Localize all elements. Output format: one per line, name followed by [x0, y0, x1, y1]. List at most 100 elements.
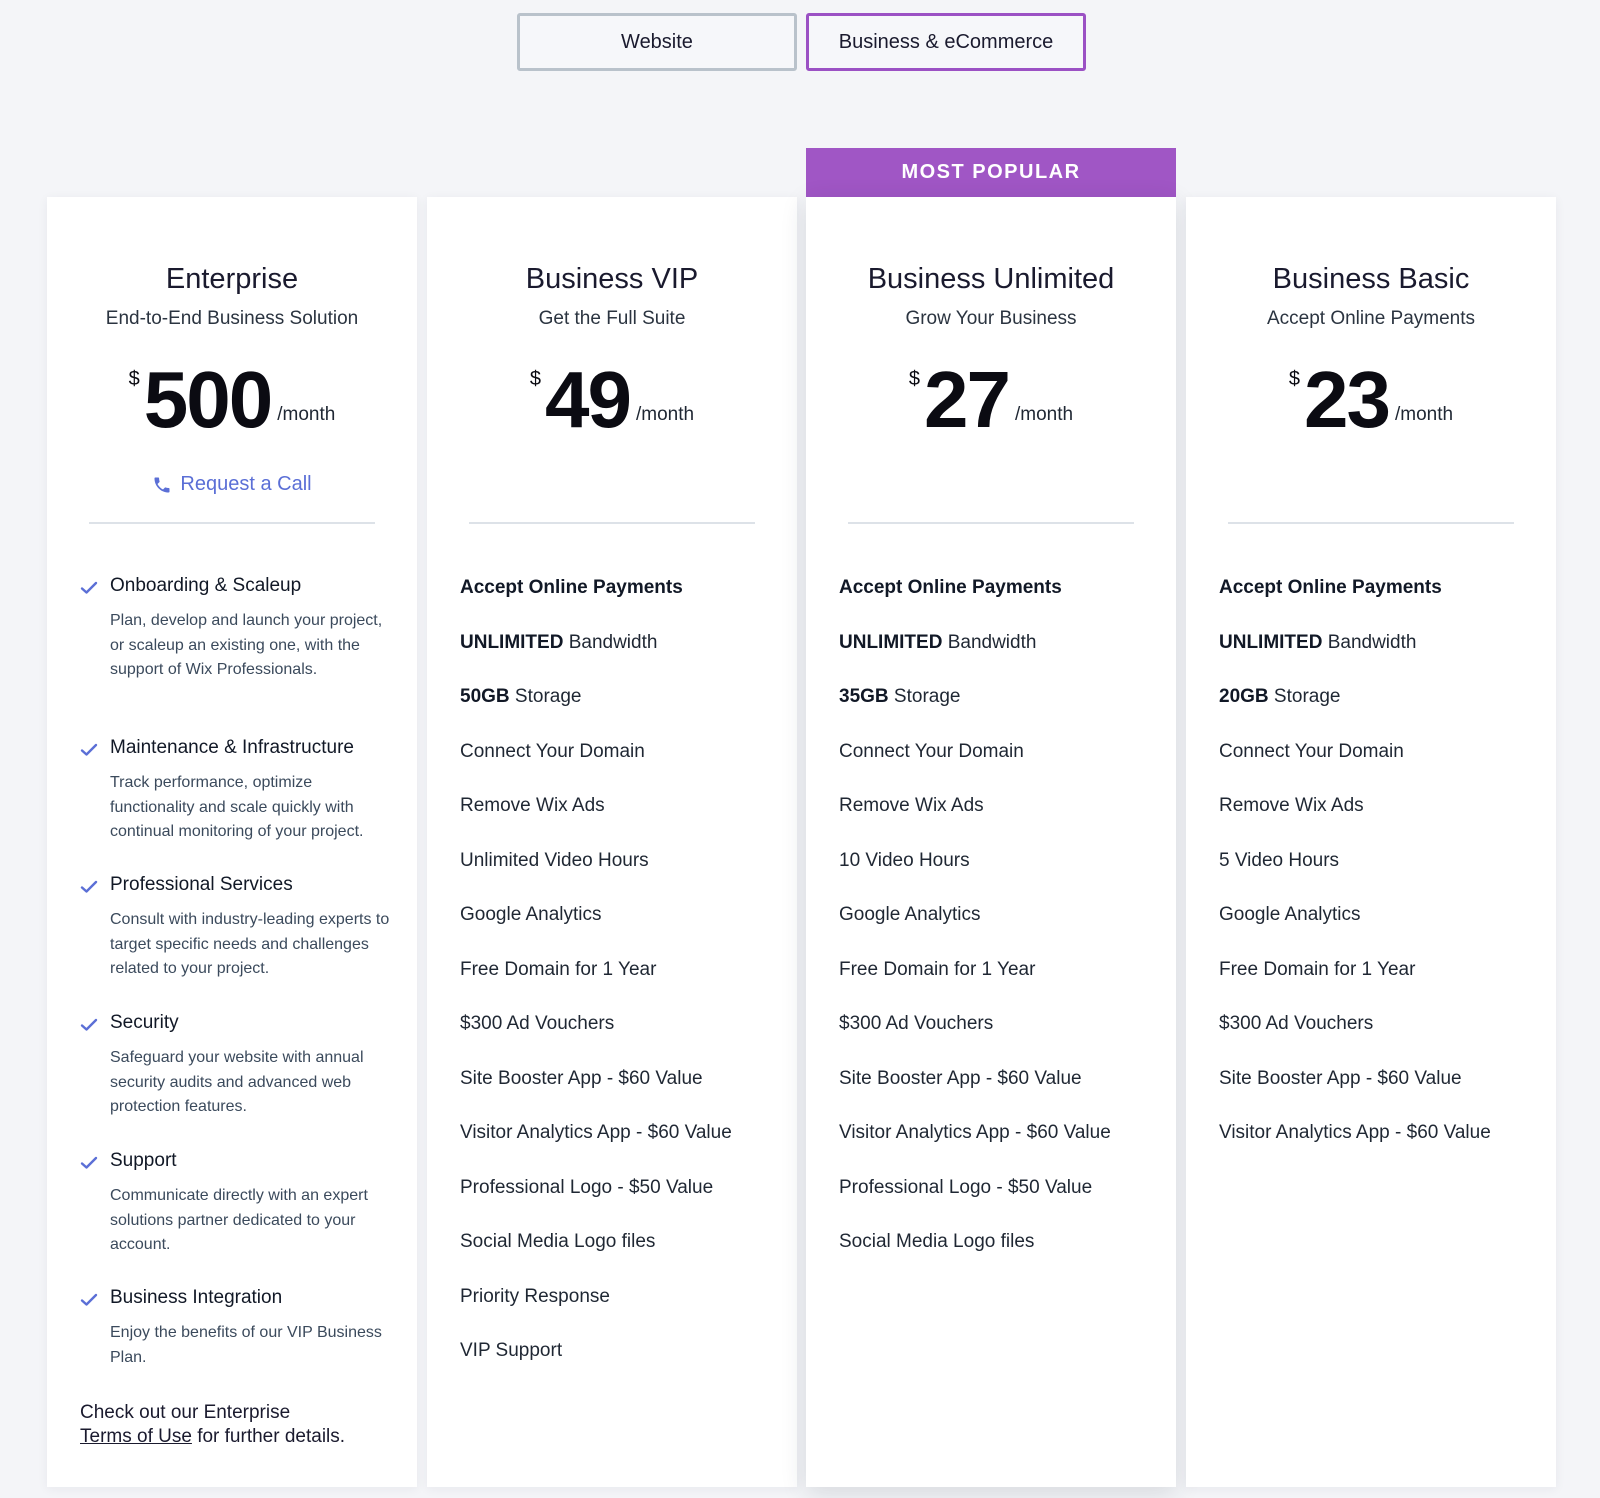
- feature-highlight: UNLIMITED: [1219, 631, 1323, 653]
- feature-item: UNLIMITED Bandwidth: [460, 632, 657, 654]
- feature-text: Bandwidth: [1322, 631, 1417, 653]
- feature-text: Storage: [1268, 686, 1341, 707]
- feature-text: Site Booster App - $60 Value: [1219, 1067, 1462, 1089]
- feature-text: $300 Ad Vouchers: [460, 1013, 615, 1034]
- plan-price: $ 23 /month: [1186, 355, 1556, 444]
- plan-name: Business Basic: [1272, 263, 1470, 295]
- check-icon: [80, 1293, 98, 1306]
- feature-highlight: UNLIMITED: [460, 631, 564, 653]
- feature-item: 20GB Storage: [1219, 686, 1340, 708]
- feature-text: Visitor Analytics App - $60 Value: [1219, 1122, 1491, 1143]
- enterprise-feature-title: Security: [110, 1012, 179, 1033]
- plan-name: Business Unlimited: [867, 263, 1115, 295]
- price-amount: 500: [143, 355, 273, 444]
- feature-item: Connect Your Domain: [839, 741, 1024, 763]
- check-icon: [80, 743, 98, 756]
- feature-item: Remove Wix Ads: [839, 795, 984, 817]
- feature-item: Free Domain for 1 Year: [1219, 959, 1415, 981]
- plan-price: $ 49 /month: [427, 355, 797, 444]
- plan-subtitle: Grow Your Business: [905, 308, 1077, 329]
- plan-price: $ 500 /month: [47, 355, 417, 444]
- feature-item: 10 Video Hours: [839, 850, 970, 872]
- terms-note-tail: for further details.: [197, 1426, 346, 1447]
- feature-text: Unlimited Video Hours: [460, 849, 649, 871]
- enterprise-feature-desc: Safeguard your website with annual secur…: [110, 1049, 364, 1115]
- check-icon: [80, 880, 98, 893]
- tab-website[interactable]: Website: [517, 13, 797, 71]
- currency-symbol: $: [908, 368, 921, 390]
- feature-item: VIP Support: [460, 1340, 562, 1362]
- feature-highlight: Accept Online Payments: [1219, 577, 1442, 598]
- feature-text: VIP Support: [460, 1340, 563, 1361]
- enterprise-feature-title: Business Integration: [110, 1287, 283, 1308]
- check-icon: [80, 1156, 98, 1169]
- price-period: /month: [1015, 404, 1074, 425]
- feature-item: Accept Online Payments: [460, 577, 683, 599]
- feature-item: Social Media Logo files: [460, 1231, 655, 1253]
- feature-item: 50GB Storage: [460, 686, 581, 708]
- terms-of-use-link[interactable]: Terms of Use: [80, 1426, 192, 1447]
- feature-text: Remove Wix Ads: [839, 795, 984, 816]
- feature-text: Google Analytics: [1219, 904, 1361, 925]
- price-amount: 23: [1304, 355, 1391, 444]
- price-period: /month: [1395, 404, 1454, 425]
- check-icon: [80, 581, 98, 594]
- feature-highlight: UNLIMITED: [839, 631, 943, 653]
- feature-text: $300 Ad Vouchers: [839, 1013, 994, 1034]
- divider: [469, 522, 755, 524]
- feature-item: Site Booster App - $60 Value: [839, 1068, 1082, 1090]
- feature-item: Visitor Analytics App - $60 Value: [839, 1122, 1111, 1144]
- feature-text: Free Domain for 1 Year: [460, 958, 657, 980]
- feature-item: $300 Ad Vouchers: [839, 1013, 993, 1035]
- feature-item: Site Booster App - $60 Value: [1219, 1068, 1462, 1090]
- plan-price: $ 27 /month: [806, 360, 1176, 440]
- feature-item: Free Domain for 1 Year: [839, 959, 1035, 981]
- price-amount: 49: [545, 355, 632, 444]
- feature-text: Free Domain for 1 Year: [839, 958, 1036, 980]
- feature-text: Free Domain for 1 Year: [1219, 958, 1416, 980]
- feature-highlight: Accept Online Payments: [460, 577, 683, 598]
- feature-item: Social Media Logo files: [839, 1231, 1034, 1253]
- plan-subtitle: Get the Full Suite: [538, 308, 686, 329]
- request-call-label: Request a Call: [180, 473, 312, 495]
- feature-text: Google Analytics: [460, 904, 602, 925]
- feature-item: Unlimited Video Hours: [460, 850, 649, 872]
- feature-item: 5 Video Hours: [1219, 850, 1339, 872]
- feature-item: Professional Logo - $50 Value: [839, 1177, 1092, 1199]
- feature-text: Connect Your Domain: [460, 740, 645, 762]
- enterprise-feature-title: Professional Services: [110, 874, 293, 895]
- feature-text: Remove Wix Ads: [1219, 795, 1364, 816]
- feature-text: Professional Logo - $50 Value: [839, 1176, 1093, 1198]
- plan-subtitle: End-to-End Business Solution: [105, 308, 359, 329]
- plan-name: Enterprise: [165, 263, 299, 295]
- feature-text: 5 Video Hours: [1219, 849, 1340, 871]
- feature-text: Priority Response: [460, 1285, 610, 1307]
- check-icon: [80, 1018, 98, 1031]
- feature-text: Site Booster App - $60 Value: [839, 1067, 1082, 1089]
- feature-text: Remove Wix Ads: [460, 795, 605, 816]
- feature-item: Google Analytics: [1219, 904, 1361, 926]
- enterprise-feature-desc: Communicate directly with an expert solu…: [110, 1187, 368, 1253]
- feature-item: Remove Wix Ads: [460, 795, 605, 817]
- plan-card-enterprise: Enterprise End-to-End Business Solution …: [47, 197, 417, 1487]
- enterprise-feature-desc: Enjoy the benefits of our VIP Business P…: [110, 1324, 382, 1366]
- enterprise-feature-title: Maintenance & Infrastructure: [110, 737, 354, 758]
- feature-item: Free Domain for 1 Year: [460, 959, 656, 981]
- feature-item: UNLIMITED Bandwidth: [1219, 632, 1416, 654]
- feature-item: Accept Online Payments: [839, 577, 1062, 599]
- feature-item: Professional Logo - $50 Value: [460, 1177, 713, 1199]
- enterprise-terms-note: Check out our Enterprise Terms of Use fo…: [80, 1401, 400, 1449]
- plan-card-business-unlimited: Business Unlimited Grow Your Business $ …: [806, 197, 1176, 1487]
- plan-subtitle: Accept Online Payments: [1266, 308, 1476, 329]
- feature-item: Connect Your Domain: [460, 741, 645, 763]
- tab-business-ecommerce[interactable]: Business & eCommerce: [806, 13, 1086, 71]
- feature-text: Visitor Analytics App - $60 Value: [460, 1122, 732, 1143]
- plan-card-business-vip: Business VIP Get the Full Suite $ 49 /mo…: [427, 197, 797, 1487]
- plan-name: Business VIP: [525, 263, 699, 295]
- currency-symbol: $: [529, 368, 542, 390]
- request-call-link[interactable]: Request a Call: [47, 473, 417, 496]
- feature-item: Google Analytics: [839, 904, 981, 926]
- feature-text: Connect Your Domain: [839, 740, 1024, 762]
- feature-item: 35GB Storage: [839, 686, 960, 708]
- feature-highlight: 20GB: [1219, 686, 1269, 707]
